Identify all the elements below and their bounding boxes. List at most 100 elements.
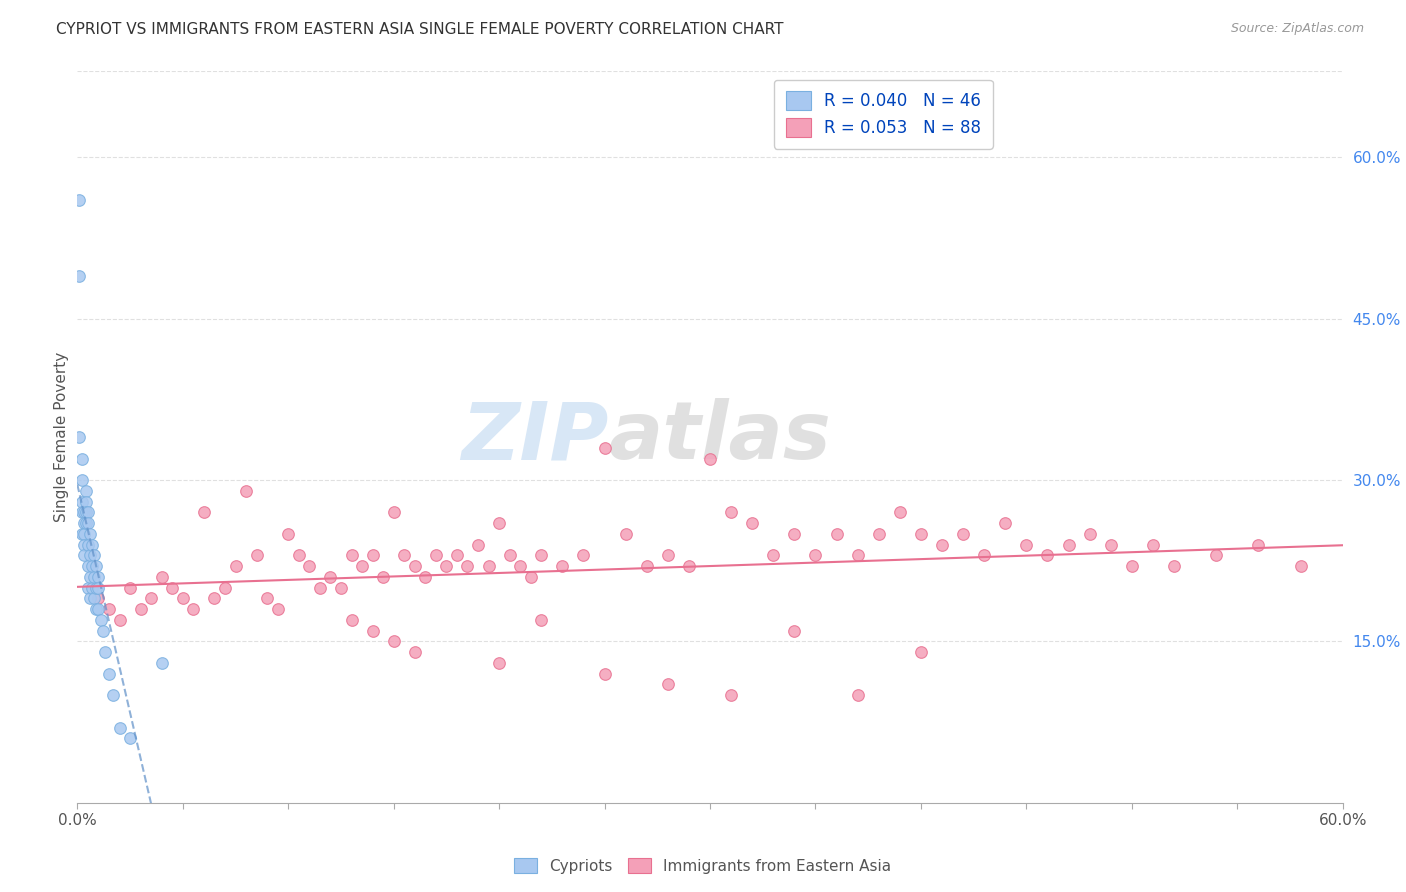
Point xyxy=(79,570,101,584)
Point xyxy=(1142,538,1164,552)
Point xyxy=(120,731,141,746)
Point xyxy=(67,194,90,208)
Point xyxy=(340,613,363,627)
Point xyxy=(73,527,96,541)
Point xyxy=(141,591,163,606)
Point xyxy=(783,527,806,541)
Point xyxy=(931,538,953,552)
Point xyxy=(172,591,194,606)
Point xyxy=(593,441,616,455)
Point xyxy=(193,505,215,519)
Point xyxy=(75,505,97,519)
Point xyxy=(457,559,479,574)
Point xyxy=(973,549,995,563)
Text: CYPRIOT VS IMMIGRANTS FROM EASTERN ASIA SINGLE FEMALE POVERTY CORRELATION CHART: CYPRIOT VS IMMIGRANTS FROM EASTERN ASIA … xyxy=(56,22,783,37)
Point xyxy=(256,591,278,606)
Point xyxy=(910,645,932,659)
Point xyxy=(70,505,93,519)
Point xyxy=(415,570,437,584)
Point xyxy=(425,549,447,563)
Point xyxy=(73,516,96,530)
Point xyxy=(783,624,806,638)
Point xyxy=(87,581,110,595)
Point xyxy=(83,591,105,606)
Point xyxy=(76,505,98,519)
Point xyxy=(86,581,108,595)
Point xyxy=(1247,538,1270,552)
Point xyxy=(98,602,120,616)
Point xyxy=(1099,538,1122,552)
Point xyxy=(657,677,679,691)
Point xyxy=(382,505,405,519)
Point xyxy=(204,591,226,606)
Point xyxy=(162,581,183,595)
Point xyxy=(82,559,104,574)
Point xyxy=(70,494,93,508)
Point xyxy=(614,527,637,541)
Point xyxy=(183,602,205,616)
Point xyxy=(678,559,700,574)
Point xyxy=(86,602,108,616)
Point xyxy=(361,549,384,563)
Point xyxy=(79,591,101,606)
Point xyxy=(70,527,93,541)
Point xyxy=(67,430,90,444)
Point xyxy=(994,516,1017,530)
Point xyxy=(404,559,426,574)
Point xyxy=(67,268,90,283)
Point xyxy=(90,613,111,627)
Point xyxy=(91,624,114,638)
Point xyxy=(70,473,93,487)
Point xyxy=(75,483,97,498)
Point xyxy=(79,549,101,563)
Point xyxy=(82,538,104,552)
Point xyxy=(79,527,101,541)
Text: atlas: atlas xyxy=(609,398,831,476)
Point xyxy=(436,559,458,574)
Point xyxy=(267,602,290,616)
Point xyxy=(93,645,115,659)
Point xyxy=(340,549,363,563)
Point xyxy=(1289,559,1312,574)
Point xyxy=(330,581,353,595)
Point xyxy=(70,451,93,466)
Point xyxy=(225,559,247,574)
Point xyxy=(150,656,173,670)
Point xyxy=(467,538,489,552)
Point xyxy=(404,645,426,659)
Point xyxy=(103,688,124,702)
Point xyxy=(83,549,105,563)
Point xyxy=(657,549,679,563)
Point xyxy=(361,624,384,638)
Point xyxy=(87,570,110,584)
Point xyxy=(520,570,543,584)
Point xyxy=(108,721,131,735)
Point xyxy=(76,516,98,530)
Point xyxy=(488,656,510,670)
Point xyxy=(825,527,848,541)
Point xyxy=(382,634,405,648)
Point xyxy=(530,549,553,563)
Point xyxy=(762,549,785,563)
Legend: R = 0.040   N = 46, R = 0.053   N = 88: R = 0.040 N = 46, R = 0.053 N = 88 xyxy=(775,79,993,149)
Point xyxy=(120,581,141,595)
Point xyxy=(910,527,932,541)
Point xyxy=(1205,549,1227,563)
Point xyxy=(478,559,501,574)
Point xyxy=(352,559,374,574)
Point xyxy=(76,538,98,552)
Point xyxy=(530,613,553,627)
Y-axis label: Single Female Poverty: Single Female Poverty xyxy=(53,352,69,522)
Point xyxy=(75,494,97,508)
Point xyxy=(75,516,97,530)
Point xyxy=(1163,559,1185,574)
Point xyxy=(572,549,595,563)
Point xyxy=(741,516,763,530)
Point xyxy=(804,549,827,563)
Point xyxy=(288,549,311,563)
Text: Source: ZipAtlas.com: Source: ZipAtlas.com xyxy=(1230,22,1364,36)
Point xyxy=(868,527,890,541)
Point xyxy=(235,483,257,498)
Point xyxy=(394,549,416,563)
Point xyxy=(98,666,120,681)
